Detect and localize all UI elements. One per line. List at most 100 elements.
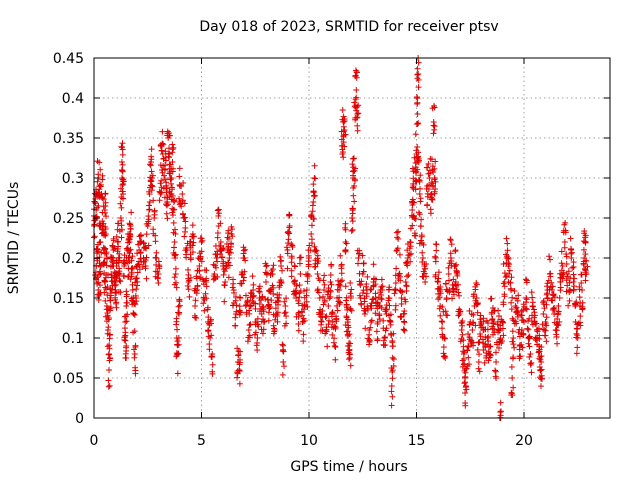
- data-point: [424, 201, 431, 208]
- data-point: [170, 144, 177, 151]
- data-point: [184, 282, 191, 289]
- data-point: [442, 308, 449, 315]
- data-point: [281, 322, 288, 329]
- data-point: [92, 195, 99, 202]
- data-point: [270, 290, 277, 297]
- data-point: [122, 319, 129, 325]
- data-point: [288, 253, 295, 260]
- data-point: [426, 175, 433, 181]
- data-point: [208, 332, 215, 339]
- data-point: [526, 333, 533, 340]
- data-point: [418, 233, 425, 240]
- data-point: [570, 263, 577, 270]
- data-point: [259, 330, 266, 337]
- data-point: [329, 331, 336, 338]
- data-point: [355, 102, 362, 109]
- data-point: [198, 258, 205, 265]
- data-point: [415, 153, 422, 160]
- data-point: [437, 290, 444, 297]
- data-point: [320, 277, 327, 284]
- data-point: [509, 338, 516, 345]
- data-point: [283, 244, 290, 251]
- data-point: [279, 347, 286, 354]
- data-point: [341, 143, 348, 150]
- data-point: [447, 250, 454, 257]
- data-point: [576, 294, 583, 301]
- data-point: [118, 204, 125, 211]
- data-point: [485, 348, 492, 355]
- data-point: [279, 267, 286, 274]
- data-point: [275, 297, 282, 304]
- data-point: [217, 242, 224, 249]
- data-point: [541, 326, 548, 333]
- data-point: [304, 278, 311, 285]
- data-point: [452, 281, 459, 288]
- data-point: [252, 300, 259, 307]
- data-point: [577, 313, 584, 320]
- data-point: [345, 324, 352, 331]
- data-point: [97, 166, 104, 173]
- data-point: [105, 314, 112, 321]
- data-point: [442, 280, 449, 287]
- data-point: [256, 283, 263, 290]
- data-point: [582, 239, 589, 246]
- data-point: [515, 292, 522, 299]
- data-point: [538, 353, 545, 360]
- data-point: [437, 312, 444, 319]
- data-point: [509, 375, 516, 381]
- data-point: [431, 126, 438, 133]
- data-point: [466, 307, 473, 314]
- data-point: [119, 140, 126, 147]
- data-point: [392, 280, 399, 287]
- data-point: [99, 172, 106, 179]
- data-point: [337, 252, 344, 259]
- data-point: [124, 311, 131, 318]
- data-point: [263, 263, 270, 270]
- data-point: [349, 161, 356, 168]
- y-tick-label: 0.25: [53, 211, 84, 227]
- data-point: [500, 301, 507, 308]
- data-point: [99, 195, 106, 202]
- data-point: [309, 202, 316, 209]
- data-point: [391, 290, 398, 297]
- data-point: [169, 186, 176, 193]
- data-point: [221, 281, 228, 288]
- data-point: [399, 288, 406, 295]
- data-point: [133, 275, 140, 282]
- data-point: [117, 278, 124, 285]
- data-point: [286, 211, 293, 218]
- data-point: [475, 359, 482, 365]
- data-point: [500, 280, 507, 287]
- data-point: [462, 379, 469, 386]
- data-point: [504, 247, 511, 254]
- data-point: [434, 278, 441, 285]
- data-point: [242, 292, 249, 299]
- data-point: [102, 232, 109, 239]
- data-point: [206, 341, 213, 348]
- data-point: [571, 275, 578, 282]
- data-point: [93, 213, 100, 220]
- data-point: [397, 314, 404, 321]
- data-point: [528, 369, 535, 376]
- data-point: [401, 319, 408, 326]
- data-point: [311, 162, 318, 169]
- data-point: [486, 343, 493, 350]
- data-point: [220, 258, 227, 265]
- data-point: [241, 274, 248, 281]
- data-point: [362, 325, 369, 332]
- data-point: [466, 334, 473, 341]
- data-point: [493, 375, 500, 382]
- data-point: [386, 286, 393, 293]
- data-point: [106, 367, 113, 373]
- data-point: [147, 161, 154, 168]
- data-point: [321, 272, 328, 279]
- data-point: [350, 155, 357, 162]
- data-point: [331, 343, 338, 349]
- data-point: [356, 247, 363, 254]
- data-point: [268, 297, 275, 304]
- data-point: [410, 199, 417, 206]
- data-point: [232, 314, 239, 321]
- data-point: [291, 277, 298, 284]
- data-point: [351, 99, 358, 106]
- data-point: [350, 192, 357, 199]
